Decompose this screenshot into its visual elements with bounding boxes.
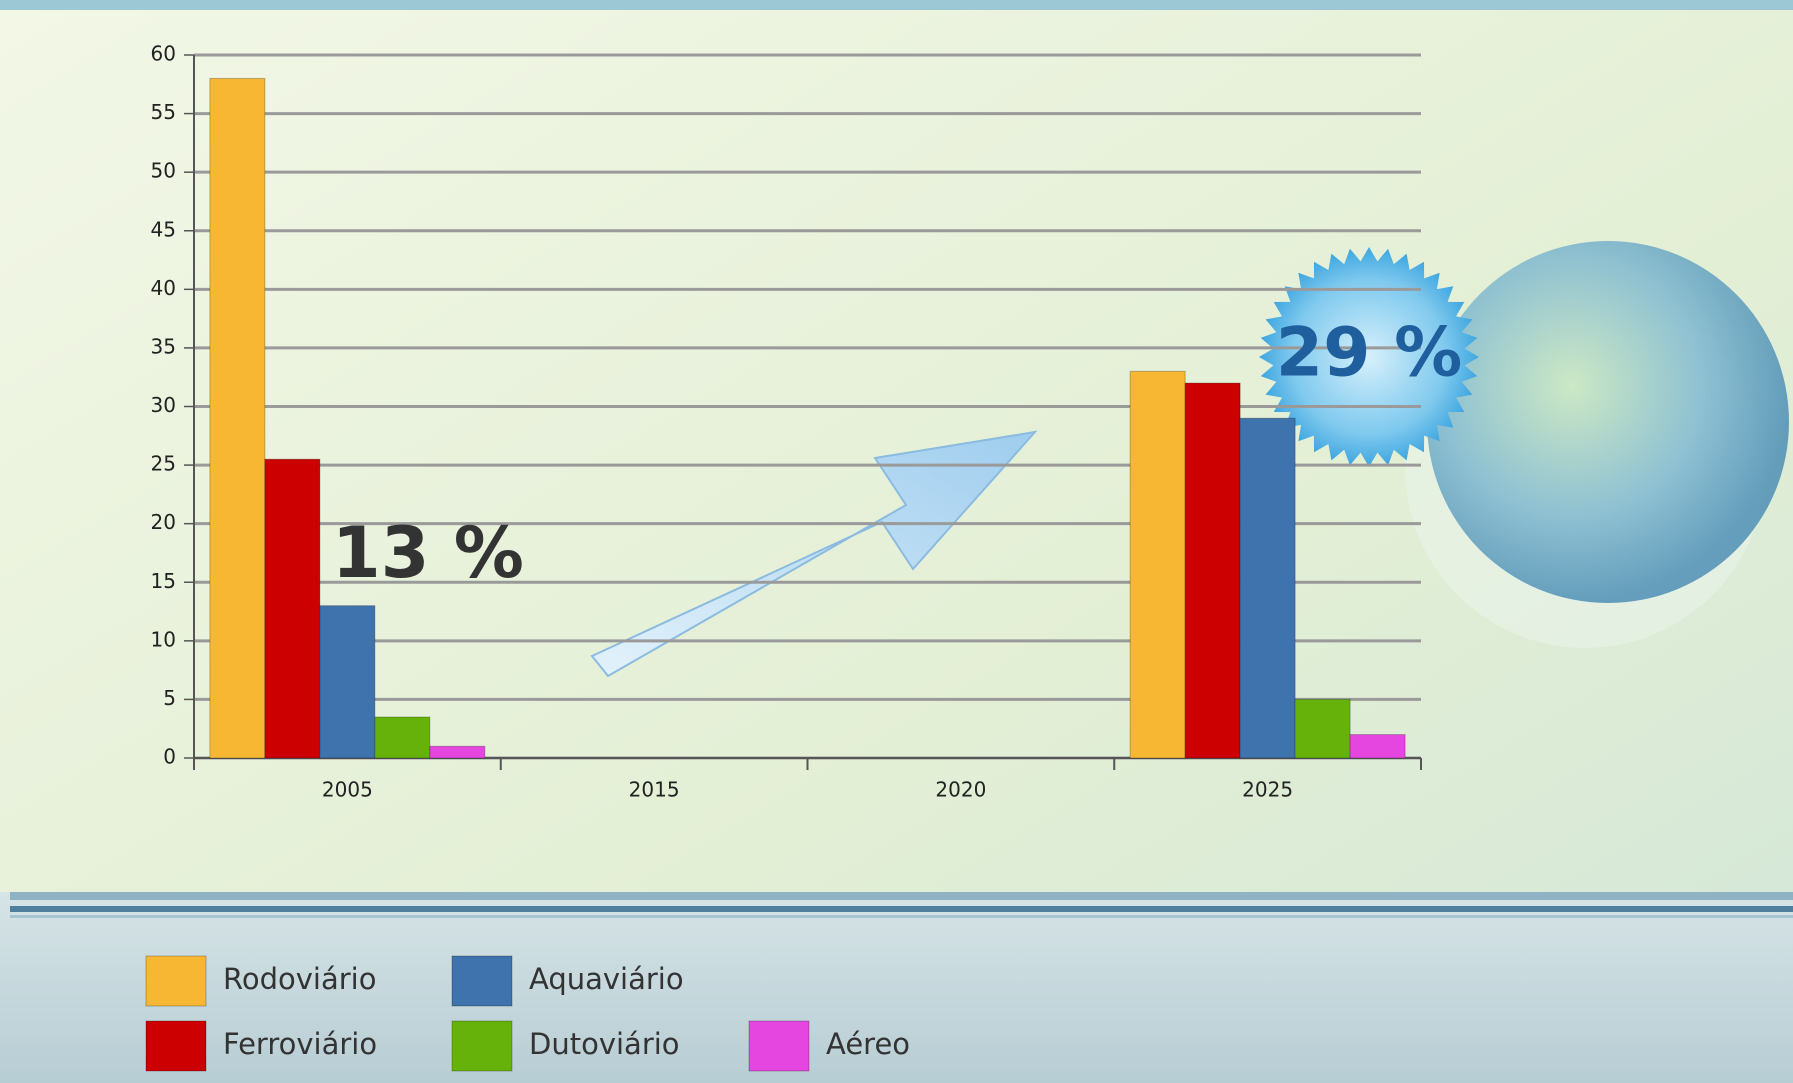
y-tick-label: 15: [151, 569, 176, 593]
y-tick-label: 45: [151, 217, 176, 241]
y-tick-label: 10: [151, 627, 176, 651]
bar: [319, 605, 376, 759]
legend-label: Aéreo: [826, 1027, 910, 1061]
bar: [374, 716, 431, 759]
bar: [1239, 417, 1296, 759]
legend-label: Dutoviário: [529, 1027, 680, 1061]
legend-swatch: [748, 1020, 810, 1072]
starburst: [1259, 247, 1479, 467]
bar: [209, 77, 266, 759]
globe: [1427, 241, 1789, 603]
y-tick-label: 40: [151, 276, 176, 300]
bar: [1129, 370, 1186, 759]
legend-swatch: [145, 955, 207, 1007]
band-stripe: [10, 906, 1793, 912]
bar: [1349, 734, 1406, 759]
y-tick-label: 30: [151, 393, 176, 417]
y-tick-label: 50: [151, 159, 176, 183]
top-border: [0, 0, 1793, 10]
legend-swatch: [145, 1020, 207, 1072]
y-tick-label: 20: [151, 510, 176, 534]
bar: [1294, 698, 1351, 759]
trend-arrow: [590, 430, 1038, 678]
legend-band: [0, 892, 1793, 1083]
y-tick-label: 35: [151, 334, 176, 358]
x-tick-label: 2020: [935, 778, 986, 802]
y-tick-label: 0: [163, 745, 176, 769]
legend-label: Ferroviário: [223, 1027, 377, 1061]
band-stripe: [10, 892, 1793, 900]
y-tick-label: 5: [163, 686, 176, 710]
y-tick-label: 60: [151, 42, 176, 66]
bar: [1184, 382, 1241, 759]
bar: [264, 458, 321, 759]
value-label: 29 %: [1276, 314, 1462, 393]
x-tick-label: 2025: [1242, 778, 1293, 802]
band-stripe: [10, 915, 1793, 918]
legend-label: Rodoviário: [223, 962, 376, 996]
y-tick-label: 25: [151, 452, 176, 476]
y-tick-label: 55: [151, 100, 176, 124]
legend-swatch: [451, 955, 513, 1007]
legend-label: Aquaviário: [529, 962, 684, 996]
value-label: 13 %: [332, 512, 524, 594]
legend-swatch: [451, 1020, 513, 1072]
bar: [429, 745, 486, 759]
x-tick-label: 2005: [322, 778, 373, 802]
x-tick-label: 2015: [629, 778, 680, 802]
